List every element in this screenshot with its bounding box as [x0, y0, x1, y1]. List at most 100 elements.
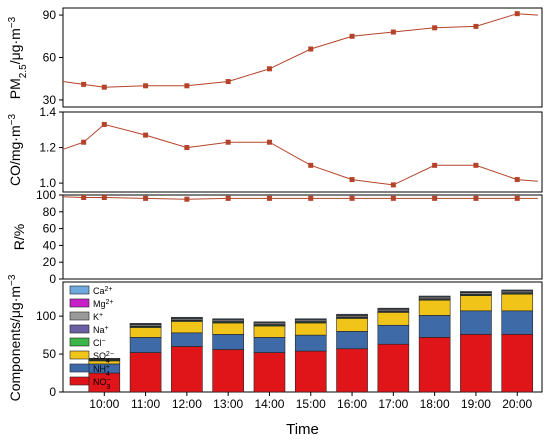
- stacked-bar-segment: [294, 334, 327, 352]
- stacked-bar-segment: [171, 316, 203, 319]
- legend-swatch: [69, 376, 90, 386]
- panel-3-data-point: [432, 195, 438, 201]
- stacked-bar-segment: [377, 312, 410, 326]
- stacked-bar-segment: [212, 334, 244, 350]
- stacked-bar-segment: [377, 343, 410, 393]
- legend-swatch: [69, 324, 90, 334]
- stacked-bar-segment: [129, 323, 162, 325]
- panel-3-data-point: [308, 195, 314, 201]
- legend-swatch: [69, 298, 90, 308]
- panel-2-data-point: [81, 139, 87, 145]
- stacked-bar-segment: [418, 299, 451, 316]
- panel-3-frame: [62, 194, 543, 280]
- panel-2-ytick-label: 1.4: [39, 105, 56, 119]
- panel-1-data-point: [432, 25, 438, 31]
- stacked-bar-segment: [336, 313, 368, 316]
- panel-3-data-point: [473, 195, 479, 201]
- stacked-bar-segment: [294, 322, 327, 336]
- x-tick-label: 18:00: [420, 397, 450, 411]
- panel-1-data-point: [514, 11, 520, 17]
- panel-2-data-point: [432, 162, 438, 168]
- stacked-bar-segment: [377, 307, 410, 310]
- stacked-bar-segment: [129, 352, 162, 393]
- legend-swatch: [69, 285, 90, 295]
- panel-1-data-point: [101, 84, 107, 90]
- stacked-bar-segment: [501, 310, 534, 335]
- panel-3-ytick-label: 20: [43, 255, 57, 269]
- stacked-bar-segment: [336, 331, 368, 350]
- stacked-bar-segment: [212, 322, 244, 335]
- panel-1-data-point: [390, 29, 396, 35]
- panel-2-frame: [62, 111, 543, 193]
- x-tick-label: 13:00: [213, 397, 243, 411]
- stacked-bar-segment: [336, 348, 368, 393]
- stacked-bar-segment: [501, 293, 534, 312]
- panel-2-data-point: [473, 162, 479, 168]
- panel-2-data-point: [514, 177, 520, 183]
- panel-4-ytick-label: 0: [49, 385, 56, 399]
- panel-1-data-point: [473, 23, 479, 29]
- panel-3-data-point: [514, 195, 520, 201]
- panel-1-ytick-label: 90: [43, 8, 57, 22]
- legend-label: NH4+: [93, 364, 110, 378]
- legend-label: SO42−: [93, 351, 114, 365]
- x-tick-label: 15:00: [296, 397, 326, 411]
- panel-2-data-point: [225, 139, 231, 145]
- panel-3-data-point: [184, 196, 190, 202]
- panel-1-series-line: [62, 13, 538, 88]
- panel-3-data-point: [143, 195, 149, 201]
- panel-1-data-point: [308, 46, 314, 52]
- panel-4-ytick-label: 100: [36, 309, 56, 323]
- stacked-bar-segment: [171, 332, 203, 347]
- stacked-bar-segment: [460, 295, 492, 312]
- stacked-bar-segment: [418, 337, 451, 393]
- x-tick-label: 17:00: [378, 397, 408, 411]
- panel-1-data-point: [266, 66, 272, 72]
- x-tick-label: 10:00: [89, 397, 119, 411]
- x-tick-label: 20:00: [502, 397, 532, 411]
- stacked-bar-segment: [377, 324, 410, 345]
- stacked-bar-segment: [253, 352, 286, 393]
- stacked-bar-segment: [460, 310, 492, 335]
- legend-label: Cl−: [93, 338, 106, 349]
- stacked-bar-segment: [171, 321, 203, 334]
- panel-2-series-line: [62, 123, 538, 186]
- panel-3-data-point: [349, 195, 355, 201]
- panel-1-ytick-label: 30: [43, 93, 57, 107]
- panel-3-ytick-label: 40: [43, 238, 57, 252]
- panel-3-data-point: [81, 195, 87, 201]
- panel-3-data-point: [266, 195, 272, 201]
- stacked-bar-segment: [171, 346, 203, 393]
- x-tick-label: 12:00: [172, 397, 202, 411]
- pm25-axis-label: PM2.5/μg·m−3: [7, 16, 29, 99]
- stacked-bar-segment: [460, 334, 492, 393]
- panel-1-data-point: [349, 33, 355, 39]
- panel-1-data-point: [81, 81, 87, 87]
- panel-2-ytick-label: 1.0: [39, 176, 56, 190]
- panel-4-ytick-label: 50: [43, 347, 57, 361]
- legend-swatch: [69, 337, 90, 347]
- panel-3-data-point: [390, 195, 396, 201]
- panel-2-data-point: [349, 177, 355, 183]
- x-tick-label: 19:00: [461, 397, 491, 411]
- stacked-bar-segment: [501, 289, 534, 292]
- stacked-bar-segment: [253, 325, 286, 338]
- stacked-bar-segment: [418, 295, 451, 298]
- stacked-bar-segment: [129, 337, 162, 353]
- panel-3-data-point: [101, 195, 107, 201]
- stacked-bar-segment: [253, 321, 286, 323]
- panel-3-ytick-label: 0: [49, 272, 56, 286]
- legend-label: Na+: [93, 325, 109, 336]
- r-axis-label: R/%: [11, 224, 27, 250]
- x-axis-label: Time: [286, 421, 319, 438]
- legend-swatch: [69, 311, 90, 321]
- panel-2-data-point: [184, 145, 190, 151]
- panel-3-data-point: [225, 195, 231, 201]
- x-tick-label: 16:00: [337, 397, 367, 411]
- panel-1-ytick-label: 60: [43, 51, 57, 65]
- stacked-bar-segment: [294, 318, 327, 320]
- stacked-bar-segment: [501, 334, 534, 393]
- panel-3-ytick-label: 60: [43, 222, 57, 236]
- stacked-bar-segment: [129, 327, 162, 338]
- x-tick-label: 14:00: [254, 397, 284, 411]
